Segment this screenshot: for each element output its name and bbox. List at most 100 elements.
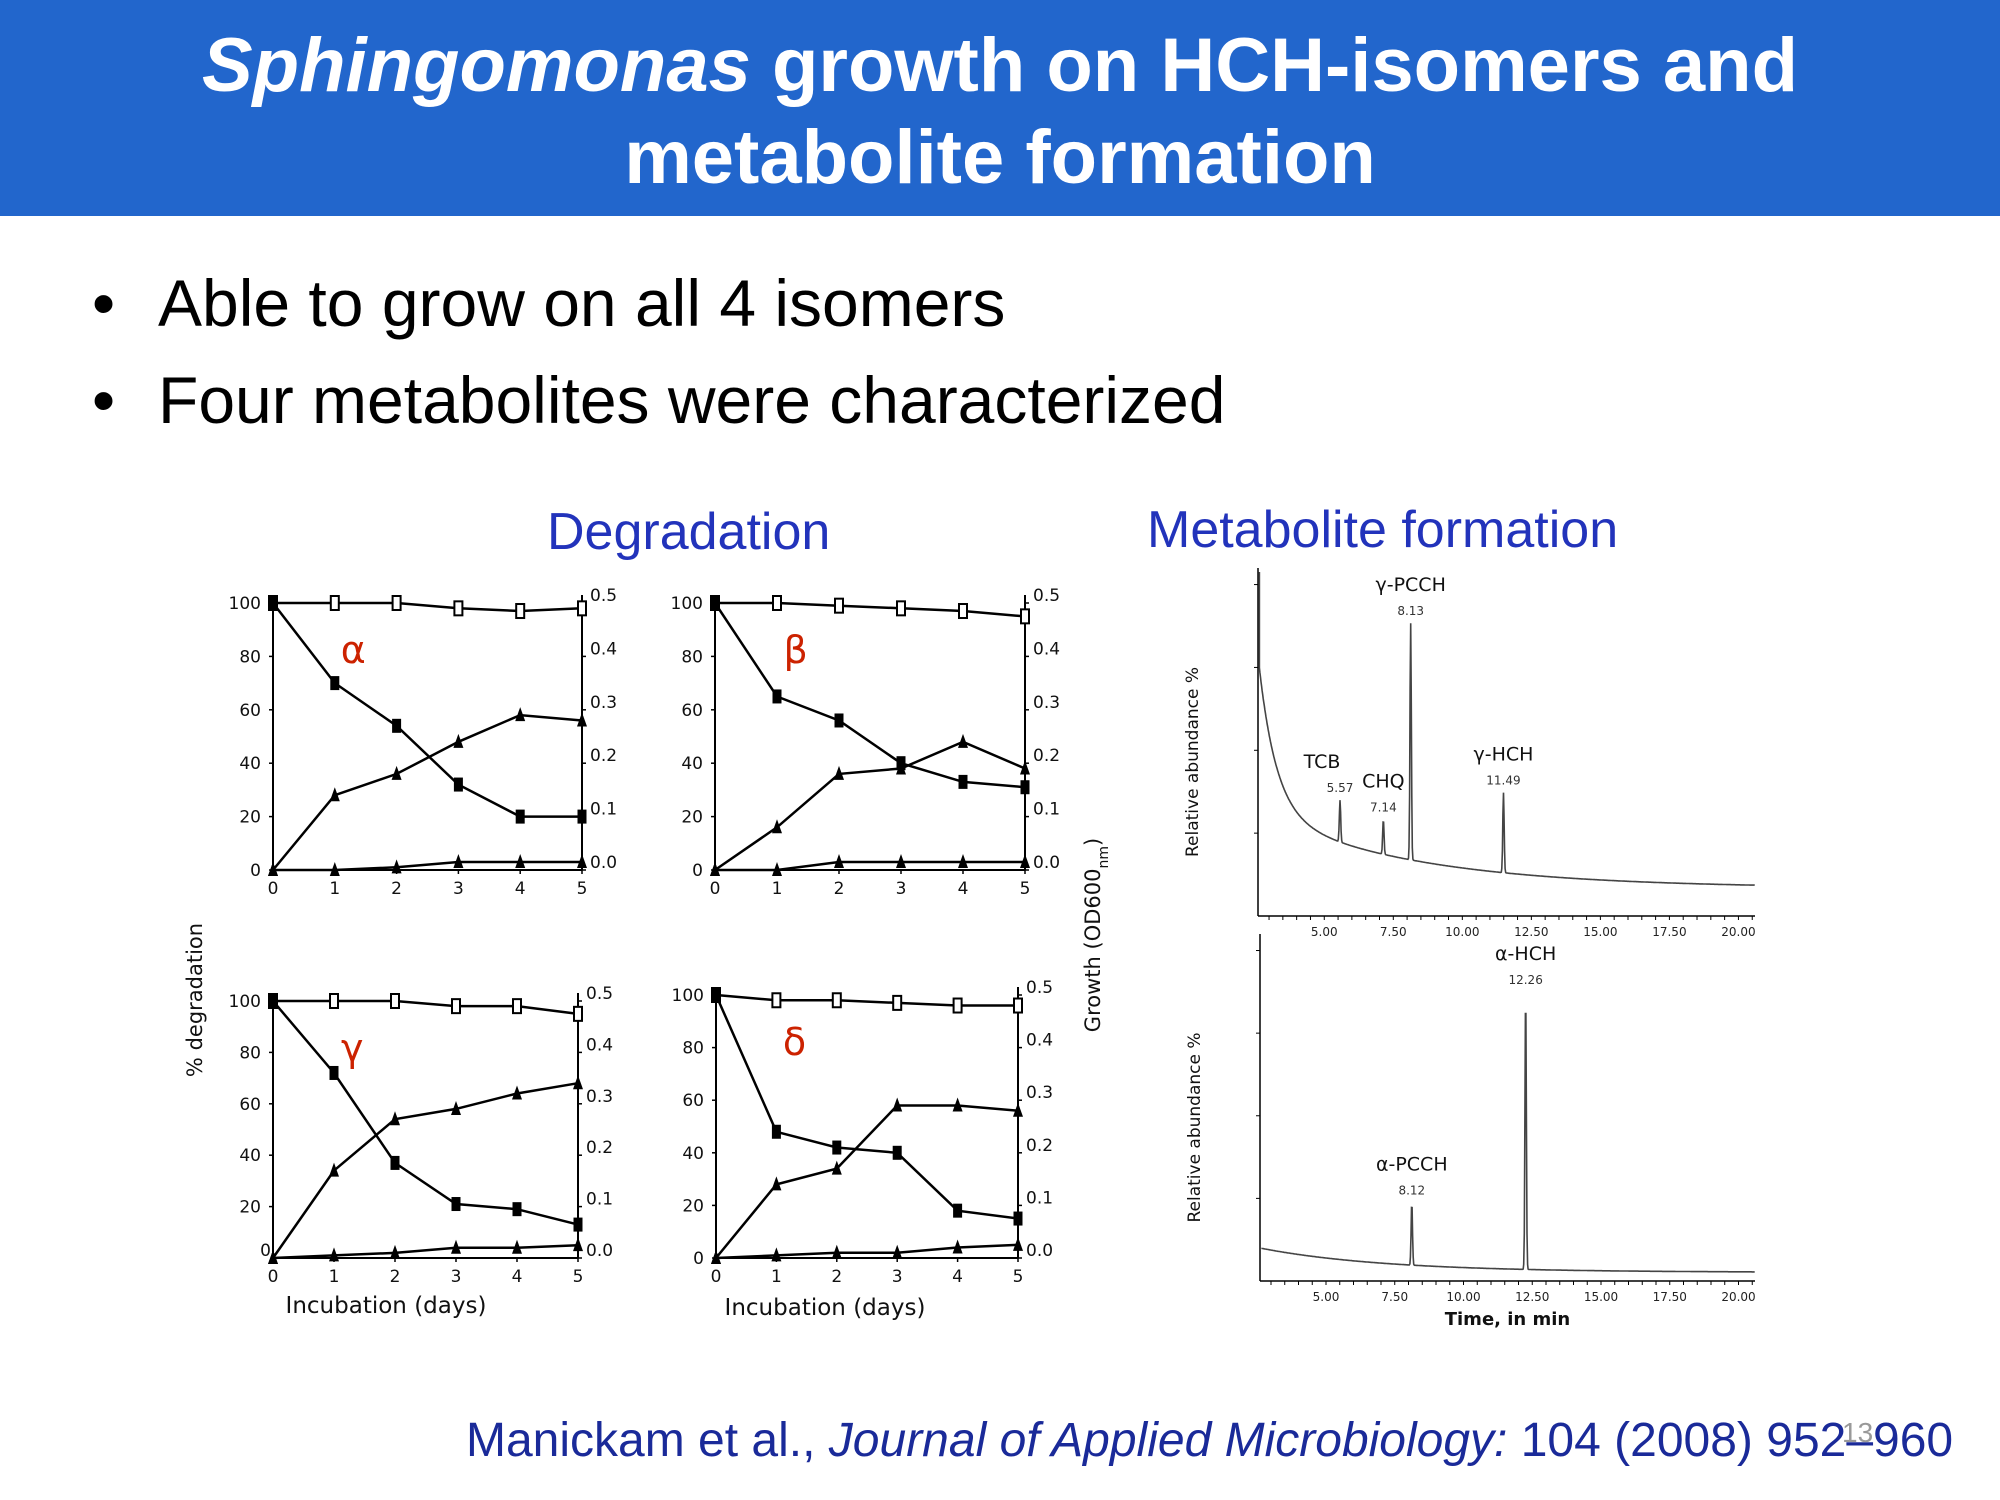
peak-name-label: γ-PCCH — [1375, 574, 1445, 596]
isomer-label: β — [783, 628, 807, 672]
open-square-marker — [1013, 997, 1023, 1014]
citation-journal: Journal of Applied Microbiology: — [828, 1414, 1508, 1467]
open-square-marker — [1020, 608, 1030, 625]
triangle-marker — [515, 853, 526, 868]
right-tick-label: 0.5 — [590, 586, 617, 606]
left-tick-label: 60 — [681, 701, 703, 721]
x-tick-label: 7.50 — [1381, 1290, 1408, 1304]
triangle-marker — [711, 1250, 721, 1264]
filled-square-marker — [451, 1197, 461, 1212]
title-rest: growth on HCH-isomers and — [771, 23, 1799, 108]
filled-square-marker — [329, 1065, 339, 1080]
x-tick-label: 1 — [772, 879, 783, 899]
left-tick-label: 80 — [239, 647, 261, 667]
peak-rt-label: 8.12 — [1398, 1184, 1425, 1198]
bullet-text: Able to grow on all 4 isomers — [158, 266, 1006, 340]
right-tick-label: 0.3 — [1026, 1083, 1053, 1103]
series-line — [715, 1243, 1019, 1260]
triangle-marker — [512, 1239, 522, 1254]
left-tick-label: 60 — [239, 1095, 261, 1115]
triangle-marker — [453, 853, 464, 868]
right-tick-label: 0.4 — [586, 1035, 613, 1055]
open-square-marker — [771, 992, 782, 1009]
citation-ref: 104 (2008) 952–960 — [1520, 1414, 1954, 1467]
x-tick-label: 1 — [329, 879, 340, 899]
right-tick-label: 0.4 — [1033, 639, 1060, 659]
right-tick-label: 0.0 — [590, 853, 617, 873]
triangle-marker — [772, 819, 782, 834]
series-line — [273, 601, 583, 613]
x-axis-title: Time, in min — [1445, 1309, 1571, 1330]
series-line — [714, 740, 1026, 872]
x-tick-label: 1 — [329, 1267, 340, 1287]
triangle-marker — [892, 1097, 903, 1112]
series-line — [272, 602, 582, 818]
triangle-marker — [1013, 1102, 1023, 1117]
x-tick-label: 10.00 — [1446, 1290, 1480, 1304]
peak-name-label: TCB — [1303, 751, 1341, 773]
chromatogram-trace — [1258, 572, 1755, 886]
right-tick-label: 0.0 — [1026, 1241, 1053, 1261]
series-line — [713, 602, 1026, 789]
filled-square-marker — [834, 713, 844, 728]
left-axis-label: % degradation — [183, 923, 207, 1077]
series-line — [715, 601, 1026, 618]
x-tick-label: 4 — [952, 1267, 963, 1287]
left-tick-label: 40 — [239, 754, 261, 774]
filled-square-marker — [1020, 780, 1030, 795]
filled-square-marker — [1013, 1211, 1023, 1226]
triangle-marker — [573, 1075, 583, 1090]
x-tick-label: 17.50 — [1653, 1290, 1687, 1304]
right-tick-label: 0.2 — [590, 746, 617, 766]
title-italic-word: Sphingomonas — [201, 23, 751, 108]
right-tick-label: 0.1 — [586, 1190, 613, 1210]
triangle-marker — [952, 1239, 963, 1254]
right-tick-label: 0.0 — [586, 1241, 613, 1261]
x-tick-label: 5.00 — [1311, 925, 1338, 939]
chromatogram-top: 5.00 7.50 10.00 12.50 15.00 17.50 20.00 Relativ… — [1183, 568, 1756, 939]
right-tick-label: 0.2 — [1026, 1136, 1053, 1156]
triangle-marker — [834, 765, 844, 780]
triangle-marker — [834, 853, 844, 868]
y-axis-label: Relative abundance % — [1183, 667, 1203, 857]
right-tick-label: 0.3 — [590, 693, 617, 713]
triangle-marker — [451, 1239, 461, 1254]
peak-rt-label: 11.49 — [1486, 774, 1520, 788]
chromatogram-trace — [1261, 1012, 1755, 1273]
filled-square-marker — [330, 676, 340, 691]
open-square-marker — [772, 595, 782, 611]
triangle-marker — [710, 862, 720, 876]
triangle-marker — [391, 765, 402, 780]
x-tick-label: 20.00 — [1721, 925, 1755, 939]
filled-square-marker — [573, 1217, 583, 1232]
triangle-marker — [1020, 760, 1030, 775]
left-tick-label: 80 — [682, 1039, 704, 1059]
triangle-marker — [831, 1160, 842, 1175]
left-tick-label: 100 — [229, 992, 261, 1012]
triangle-marker — [892, 1244, 903, 1259]
left-tick-label: 20 — [682, 1196, 704, 1216]
x-tick-label: 0 — [711, 1267, 722, 1287]
peak-name-label: α-HCH — [1495, 943, 1556, 965]
bullet-item: • Able to grow on all 4 isomers — [92, 265, 1005, 341]
triangle-marker — [268, 862, 278, 876]
triangle-marker — [329, 862, 340, 876]
right-tick-label: 0.1 — [590, 800, 617, 820]
open-square-marker — [573, 1005, 583, 1022]
series-line — [715, 860, 1025, 872]
left-tick-label: 100 — [671, 594, 703, 614]
right-axis-label-main: Growth (OD600 — [1081, 869, 1105, 1033]
degradation-heading: Degradation — [547, 503, 831, 561]
x-tick-label: 0 — [268, 1267, 279, 1287]
x-tick-label: 5 — [1020, 879, 1031, 899]
x-tick-label: 20.00 — [1721, 1290, 1755, 1304]
x-tick-label: 5 — [573, 1267, 584, 1287]
open-square-marker — [329, 595, 340, 611]
x-tick-label: 10.00 — [1445, 925, 1479, 939]
triangle-marker — [329, 1162, 339, 1177]
peak-rt-label: 8.13 — [1397, 604, 1424, 618]
x-tick-label: 5 — [577, 879, 588, 899]
isomer-label: δ — [783, 1020, 806, 1064]
open-square-marker — [390, 993, 400, 1009]
